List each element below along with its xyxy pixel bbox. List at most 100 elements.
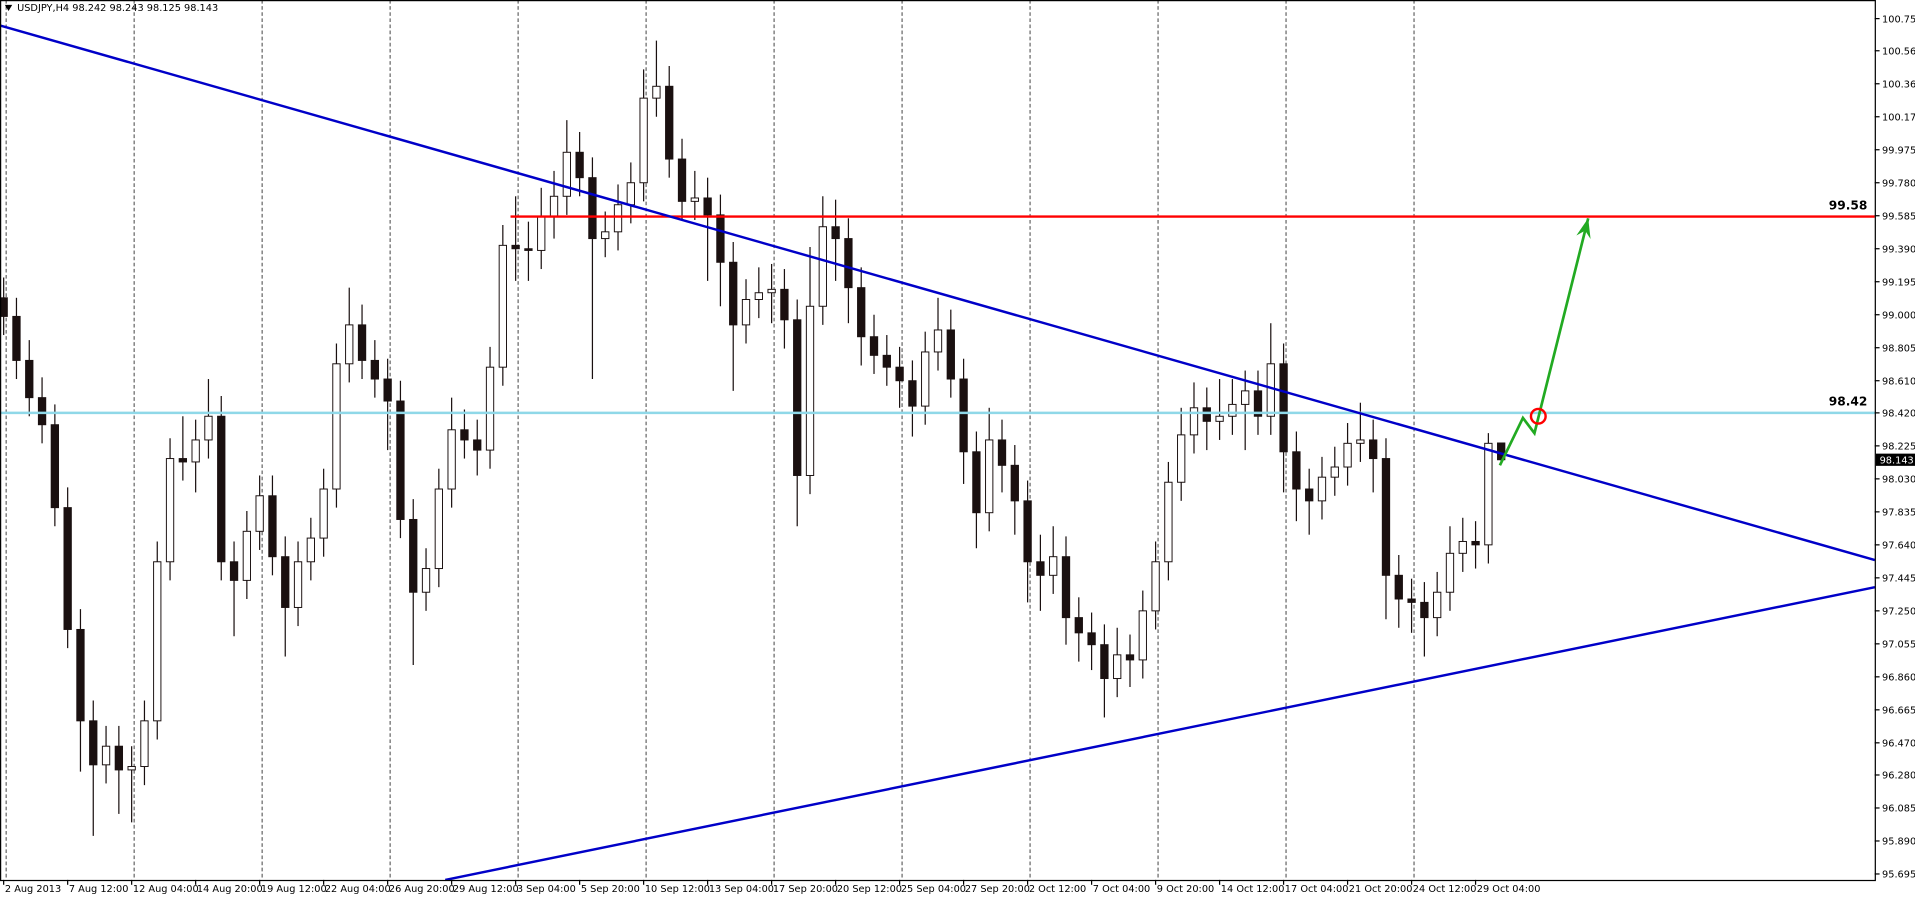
candle-body: [485, 366, 495, 451]
candle-body: [805, 305, 815, 476]
candle-body: [165, 458, 175, 563]
candle-body: [985, 439, 994, 514]
trend-line: [444, 585, 1876, 882]
candle-body: [1458, 540, 1467, 554]
candle-body: [1049, 556, 1058, 576]
candle-body: [575, 151, 584, 179]
x-tick-label: 29 Aug 12:00: [453, 884, 519, 895]
y-tick-label: 99.585: [1882, 211, 1915, 222]
candle-body: [1394, 574, 1403, 600]
candle-body: [1061, 556, 1071, 619]
symbol: USDJPY,H4: [17, 3, 69, 14]
candle-body: [498, 244, 507, 368]
candle-body: [191, 439, 200, 463]
y-tick-label: 97.055: [1882, 640, 1915, 651]
candle-body: [677, 158, 687, 202]
candle-body: [524, 248, 533, 251]
drawings: 99.58 98.42: [0, 24, 1876, 882]
candle-body: [857, 287, 866, 338]
x-tick-label: 26 Aug 20:00: [389, 884, 455, 895]
candle-body: [473, 439, 482, 451]
candle-body: [869, 336, 879, 356]
y-tick-label: 99.975: [1882, 145, 1915, 156]
candle-body: [908, 380, 917, 407]
candle-body: [588, 177, 597, 240]
candle-body: [370, 359, 379, 380]
candle-body: [255, 495, 264, 532]
y-tick-label: 96.085: [1882, 804, 1915, 815]
candle-body: [50, 424, 60, 509]
y-tick-label: 100.560: [1882, 46, 1915, 57]
candle-body: [1484, 442, 1493, 546]
x-tick-label: 3 Sep 04:00: [517, 884, 576, 895]
candle-body: [1317, 476, 1327, 502]
candle-body: [754, 292, 763, 300]
candle-body: [1023, 500, 1032, 563]
candle-body: [1228, 403, 1237, 417]
candle-body: [217, 415, 226, 563]
candle-body: [972, 451, 981, 514]
candle-body: [895, 366, 904, 382]
candle-body: [1266, 363, 1275, 417]
y-tick-label: 97.445: [1882, 574, 1915, 585]
candle-body: [396, 400, 405, 520]
x-tick-label: 10 Sep 12:00: [645, 884, 710, 895]
candle-body: [613, 204, 623, 233]
breakout-marker: [1529, 407, 1547, 425]
y-tick-label: 96.665: [1882, 705, 1915, 716]
y-tick-label: 100.170: [1882, 112, 1915, 123]
candle-body: [1087, 632, 1096, 646]
y-tick-label: 99.390: [1882, 244, 1915, 255]
candle-body: [0, 297, 8, 317]
y-tick-label: 98.805: [1882, 343, 1915, 354]
candle-body: [306, 537, 315, 563]
candle-body: [1202, 407, 1211, 422]
x-tick-label: 17 Oct 04:00: [1285, 884, 1349, 895]
y-tick-label: 98.420: [1882, 409, 1915, 420]
x-tick-label: 19 Aug 12:00: [261, 884, 327, 895]
candle-body: [831, 226, 840, 240]
candle-body: [25, 359, 34, 399]
candle-body: [959, 378, 968, 453]
y-tick-label: 97.250: [1882, 607, 1915, 618]
candle-body: [767, 288, 776, 294]
candle-body: [383, 378, 392, 402]
candle-body: [229, 561, 239, 581]
candle-body: [933, 329, 943, 353]
high-value: 98.243: [110, 3, 144, 14]
candle-body: [357, 324, 367, 361]
x-tick-label: 7 Aug 12:00: [69, 884, 129, 895]
candle-body: [293, 561, 303, 608]
candle-body: [703, 197, 712, 216]
candle-body: [76, 628, 85, 722]
y-tick-label: 98.610: [1882, 376, 1915, 387]
level-label: 99.58: [1829, 198, 1868, 212]
candle-body: [140, 720, 149, 768]
candle-body: [549, 195, 559, 218]
x-tick-label: 21 Oct 20:00: [1349, 884, 1413, 895]
candle-body: [997, 439, 1007, 466]
y-tick-label: 97.835: [1882, 508, 1915, 519]
y-tick-label: 98.030: [1882, 475, 1915, 486]
y-tick-label: 99.780: [1882, 178, 1915, 189]
candle-body: [690, 197, 699, 202]
candle-body: [421, 568, 431, 593]
candle-body: [741, 299, 751, 326]
x-tick-label: 5 Sep 20:00: [581, 884, 640, 895]
y-tick-label: 98.225: [1882, 442, 1915, 453]
candle-body: [921, 351, 930, 407]
y-tick-label: 96.860: [1882, 673, 1915, 684]
y-tick-label: 100.750: [1882, 14, 1915, 25]
candle-body: [89, 720, 98, 766]
candle-body: [882, 354, 891, 368]
candle-body: [1074, 617, 1083, 634]
arrow-head: [1576, 218, 1591, 240]
candle-body: [601, 231, 610, 240]
candle-body: [447, 429, 456, 490]
x-tick-label: 20 Sep 12:00: [837, 884, 902, 895]
candle-body: [1356, 439, 1365, 444]
menu-icon[interactable]: [4, 4, 13, 11]
candle-body: [511, 244, 520, 250]
candle-body: [1471, 540, 1480, 546]
candle-body: [127, 766, 136, 771]
